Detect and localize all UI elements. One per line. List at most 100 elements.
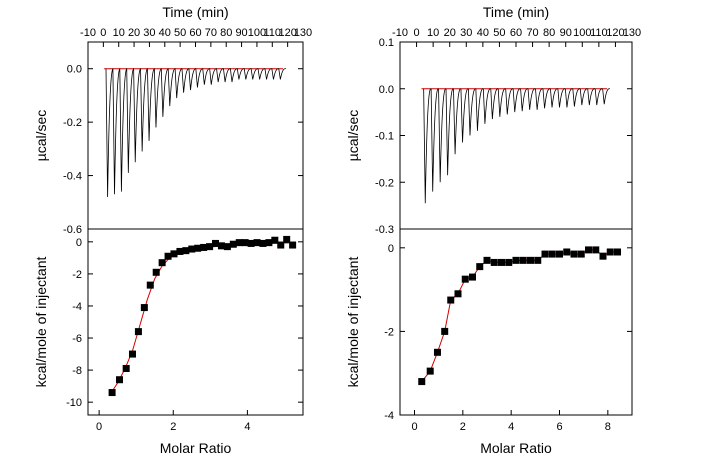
right-isotherm-xtick-label: 6 [556, 421, 562, 433]
left-isotherm-data-point [146, 281, 154, 289]
left-isotherm-data-point [158, 259, 166, 267]
left-isotherm-data-point [152, 268, 160, 276]
left-isotherm-data-point [223, 243, 231, 251]
right-isotherm-data-point [461, 275, 469, 283]
left-isotherm-data-point [289, 241, 297, 249]
left-thermogram-ytick-label: -0.4 [63, 171, 82, 183]
right-isotherm-xtick-label: 0 [411, 421, 417, 433]
left-thermogram-injection-peak [216, 68, 224, 83]
left-thermogram-xtick-label: 100 [248, 27, 266, 39]
right-thermogram-injection-peak [497, 88, 506, 117]
right-isotherm-fit-curve [421, 249, 618, 382]
left-thermogram-xtick-label: 90 [235, 27, 247, 39]
left-thermogram-injection-peak [264, 68, 273, 80]
right-thermogram-ytick-label: 0.1 [379, 37, 394, 49]
left-thermogram-injection-peak [202, 68, 211, 85]
right-isotherm-data-point [614, 248, 621, 256]
right-thermogram-injection-peak [594, 88, 603, 106]
left-thermogram-injection-peak [278, 68, 287, 80]
left-isotherm-data-point [128, 350, 136, 358]
right-thermogram-xtick-label: 30 [460, 27, 472, 39]
right-thermogram-injection-peak [535, 88, 543, 110]
right-isotherm-data-point [498, 258, 505, 266]
left-thermogram-injection-peak [195, 68, 204, 88]
right-thermogram-xtick-label: 0 [414, 27, 420, 39]
right-isotherm-data-point [592, 246, 600, 254]
right-isotherm-ytick-label: 0 [388, 243, 394, 255]
left-thermogram-ytick-label: -0.2 [63, 117, 82, 129]
right-isotherm-xlabel: Molar Ratio [480, 440, 552, 456]
left-isotherm-data-point [247, 239, 255, 247]
right-thermogram-injection-peak [468, 88, 476, 136]
left-thermogram-injection-peak [209, 68, 217, 85]
left-isotherm-ylabel: kcal/mole of injectant [33, 257, 49, 388]
left-isotherm-data-point [170, 250, 178, 258]
right-isotherm-data-point [433, 348, 441, 356]
left-thermogram-injection-peak [140, 68, 149, 152]
left-isotherm-data-point [265, 239, 273, 247]
left-thermogram-injection-peak [133, 68, 142, 163]
right-thermogram-injection-peak [482, 88, 491, 124]
left-thermogram-xtick-label: 40 [159, 27, 171, 39]
right-thermogram-ylabel: µcal/sec [345, 110, 361, 162]
left-thermogram-xtick-label: 20 [128, 27, 140, 39]
left-thermogram-ytick-label: -0.6 [63, 224, 82, 236]
left-isotherm-data-point [283, 235, 291, 243]
left-isotherm-data-point [182, 247, 190, 255]
right-isotherm-data-point [541, 250, 549, 258]
left-isotherm-data-point [212, 239, 220, 247]
left-thermogram-injection-peak [167, 68, 176, 107]
right-thermogram-ytick-label: -0.1 [375, 131, 394, 143]
right-isotherm-data-point [418, 378, 426, 386]
right-isotherm-ylabel: kcal/mole of injectant [345, 257, 361, 388]
left-isotherm-data-point [176, 247, 184, 255]
right-thermogram-xtick-label: 10 [427, 27, 439, 39]
right-isotherm-xtick-label: 2 [460, 421, 466, 433]
left-thermogram-injection-peak [153, 68, 162, 128]
right-isotherm-xtick-label: 4 [508, 421, 514, 433]
right-isotherm-data-point [527, 256, 534, 264]
left-isotherm-data-point [188, 245, 196, 253]
left-thermogram-injection-peak [147, 68, 156, 141]
right-isotherm-data-point [563, 248, 571, 256]
left-isotherm-ytick-label: -2 [72, 269, 82, 281]
left-thermogram-xtick-label: 10 [113, 27, 125, 39]
right-thermogram-injection-peak [445, 88, 454, 176]
left-thermogram-injection-peak [243, 68, 252, 80]
right-thermogram-xtick-label: 100 [573, 27, 591, 39]
left-thermogram-injection-peak [181, 68, 190, 93]
left-isotherm-data-point [194, 244, 202, 252]
right-thermogram-injection-peak [460, 88, 469, 143]
left-thermogram-injection-peak [229, 68, 238, 83]
right-isotherm-data-point [505, 258, 513, 266]
right-thermogram-xtick-label: 120 [606, 27, 624, 39]
left-isotherm-data-point [259, 239, 267, 247]
right-isotherm-data-point [599, 252, 607, 260]
right-thermogram-xtick-label: 130 [623, 27, 641, 39]
left-thermogram-xtick-label: 70 [205, 27, 217, 39]
left-isotherm-data-point [108, 389, 116, 397]
right-isotherm-data-point [483, 256, 491, 264]
right-isotherm-data-point [519, 256, 527, 264]
left-thermogram-injection-peak [188, 68, 197, 91]
left-isotherm-data-point [253, 239, 261, 247]
right-isotherm-data-point [534, 256, 542, 264]
right-isotherm-data-point [447, 296, 455, 304]
right-isotherm-data-point [585, 246, 592, 254]
right-thermogram-injection-peak [438, 88, 447, 183]
left-thermogram-injection-peak [119, 68, 128, 192]
right-thermogram-injection-peak [557, 88, 566, 108]
right-thermogram-injection-peak [550, 88, 558, 108]
right-isotherm-ytick-label: -4 [384, 410, 394, 422]
left-isotherm-data-point [116, 376, 124, 384]
right-thermogram-injection-peak [527, 88, 536, 110]
right-thermogram-xtick-label: 80 [543, 27, 555, 39]
left-isotherm-data-point [271, 236, 279, 244]
right-isotherm-data-point [490, 258, 498, 266]
right-thermogram-ytick-label: -0.2 [375, 177, 394, 189]
right-isotherm-xtick-label: 8 [605, 421, 611, 433]
left-isotherm-data-point [217, 242, 225, 250]
right-thermogram-injection-peak [512, 88, 521, 113]
left-isotherm-data-point [122, 365, 130, 372]
